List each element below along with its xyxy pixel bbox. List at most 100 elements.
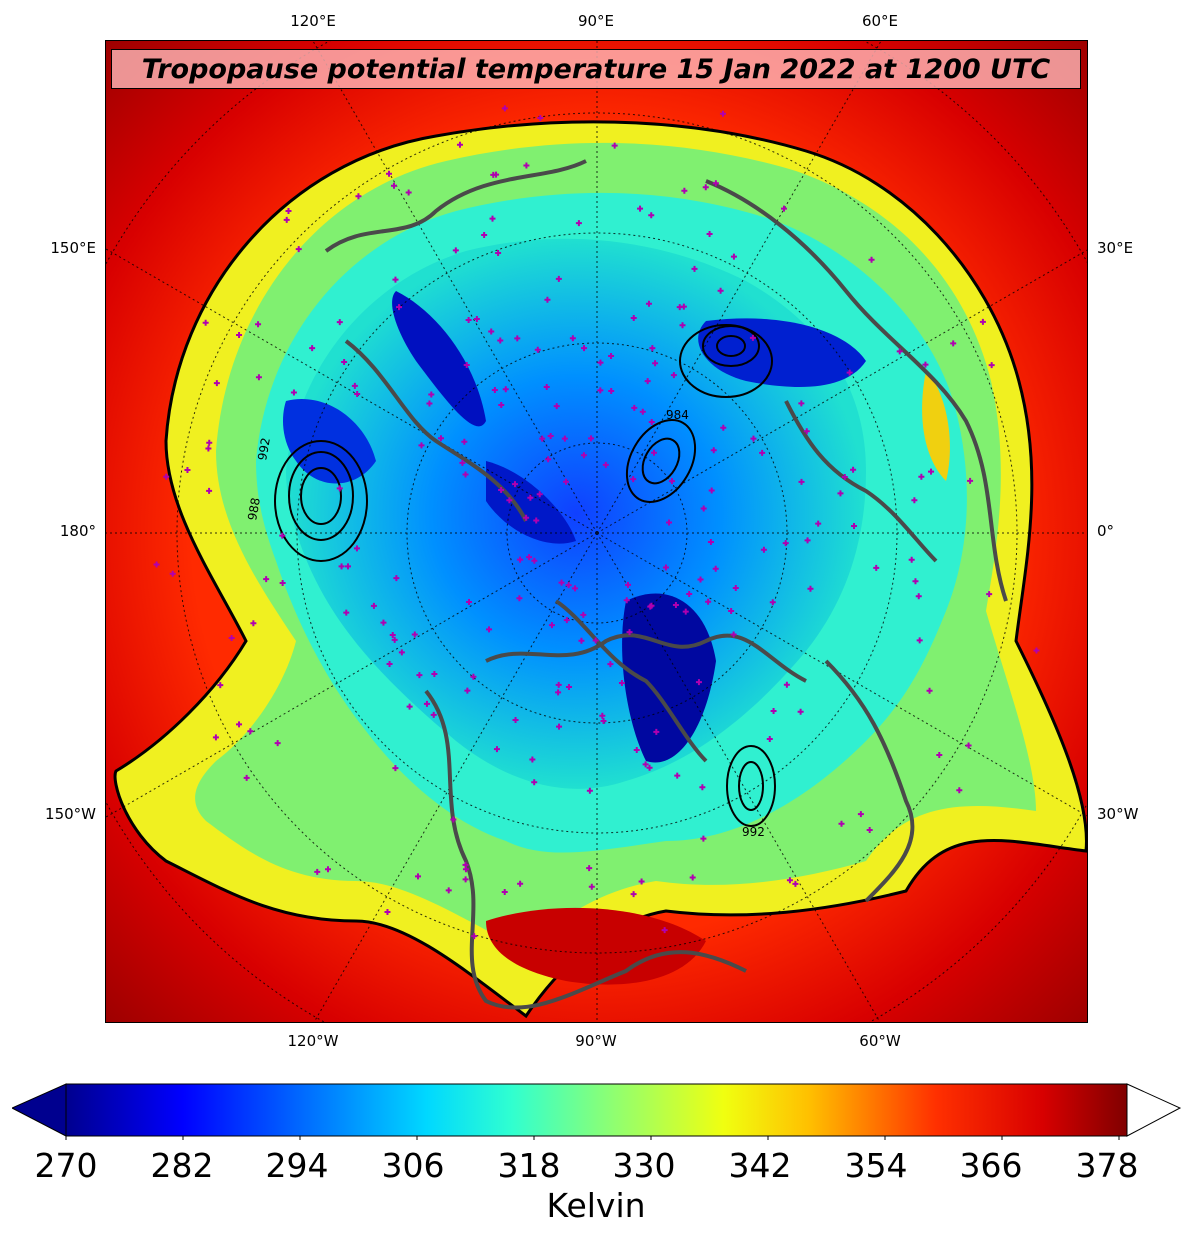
station-marker — [638, 878, 645, 885]
station-marker — [563, 617, 570, 624]
colorbar-tick-label-378: 378 — [1075, 1146, 1139, 1185]
station-marker — [247, 728, 254, 735]
lon-label-bottom-60w: 60°W — [859, 1032, 901, 1050]
station-marker — [274, 740, 281, 747]
station-marker — [495, 250, 502, 257]
graticule — [106, 41, 1087, 1022]
station-marker — [345, 563, 352, 570]
station-marker — [702, 184, 709, 191]
station-marker — [792, 880, 799, 887]
station-marker — [512, 716, 519, 723]
station-marker — [911, 497, 918, 504]
station-marker — [580, 452, 587, 459]
station-marker — [644, 378, 651, 385]
station-marker — [682, 608, 689, 615]
station-marker — [473, 316, 480, 323]
station-marker — [597, 387, 604, 394]
station-marker — [343, 609, 350, 616]
station-marker — [786, 877, 793, 884]
station-marker — [728, 608, 735, 615]
station-marker — [841, 474, 848, 481]
station-marker — [279, 532, 286, 539]
station-marker — [543, 384, 550, 391]
station-marker — [639, 408, 646, 415]
station-marker — [398, 649, 405, 656]
station-marker — [555, 681, 562, 688]
station-marker — [697, 576, 704, 583]
station-marker — [263, 576, 270, 583]
station-markers — [153, 105, 1040, 940]
station-marker — [205, 445, 212, 452]
station-marker — [686, 591, 693, 597]
station-marker — [544, 296, 551, 303]
colorbar-tick-label-318: 318 — [497, 1146, 561, 1185]
station-marker — [169, 570, 176, 577]
station-marker — [926, 687, 933, 694]
station-marker — [988, 362, 995, 369]
station-marker — [351, 382, 358, 389]
station-marker — [642, 761, 649, 768]
station-marker — [730, 631, 737, 638]
station-marker — [661, 927, 668, 934]
station-marker — [534, 346, 541, 353]
station-marker — [380, 619, 387, 626]
station-marker — [462, 866, 469, 873]
station-marker — [837, 490, 844, 497]
station-marker — [689, 874, 696, 881]
station-marker — [561, 435, 568, 442]
station-marker — [770, 708, 777, 715]
station-marker — [423, 700, 430, 707]
station-marker — [523, 514, 530, 521]
station-marker — [531, 557, 538, 564]
lon-label-bottom-120w: 120°W — [287, 1032, 339, 1050]
station-marker — [462, 876, 469, 883]
lon-label-left-180: 180° — [59, 522, 96, 540]
station-marker — [798, 478, 805, 485]
station-marker — [581, 345, 588, 352]
station-marker — [558, 579, 565, 586]
map-title: Tropopause potential temperature 15 Jan … — [111, 49, 1081, 89]
station-marker — [575, 220, 582, 227]
station-marker — [578, 637, 585, 644]
station-marker — [749, 334, 756, 341]
station-marker — [646, 764, 653, 771]
station-marker — [782, 540, 789, 547]
station-marker — [502, 386, 509, 393]
station-marker — [730, 253, 737, 260]
contour-label-3: 984 — [666, 408, 689, 422]
station-marker — [707, 538, 714, 545]
station-marker — [649, 345, 656, 352]
station-marker — [586, 865, 593, 872]
station-marker — [783, 681, 790, 688]
station-marker — [650, 449, 657, 456]
station-marker — [652, 360, 659, 367]
station-marker — [464, 687, 471, 694]
station-marker — [580, 611, 587, 618]
station-marker — [153, 561, 160, 568]
station-marker — [488, 328, 495, 335]
station-marker — [533, 517, 540, 524]
station-marker — [719, 110, 726, 117]
lon-label-left-150e: 150°E — [50, 239, 96, 257]
station-marker — [967, 477, 974, 484]
station-marker — [309, 345, 316, 352]
coastlines — [324, 159, 1008, 1010]
station-marker — [630, 476, 637, 483]
station-marker — [548, 622, 555, 629]
station-marker — [798, 400, 805, 407]
station-marker — [851, 522, 858, 529]
lon-label-bottom-90w: 90°W — [575, 1032, 617, 1050]
station-marker — [295, 246, 302, 253]
station-marker — [202, 319, 209, 326]
station-marker — [936, 751, 943, 758]
station-marker — [437, 435, 444, 442]
station-marker — [255, 321, 262, 328]
station-marker — [588, 883, 595, 890]
lon-label-right-30e: 30°E — [1097, 239, 1134, 257]
colorbar-extend-high — [1126, 1083, 1182, 1137]
station-marker — [497, 337, 504, 344]
station-marker — [662, 564, 669, 571]
station-marker — [896, 348, 903, 355]
station-marker — [666, 519, 673, 526]
cold-filament-5 — [486, 461, 576, 544]
